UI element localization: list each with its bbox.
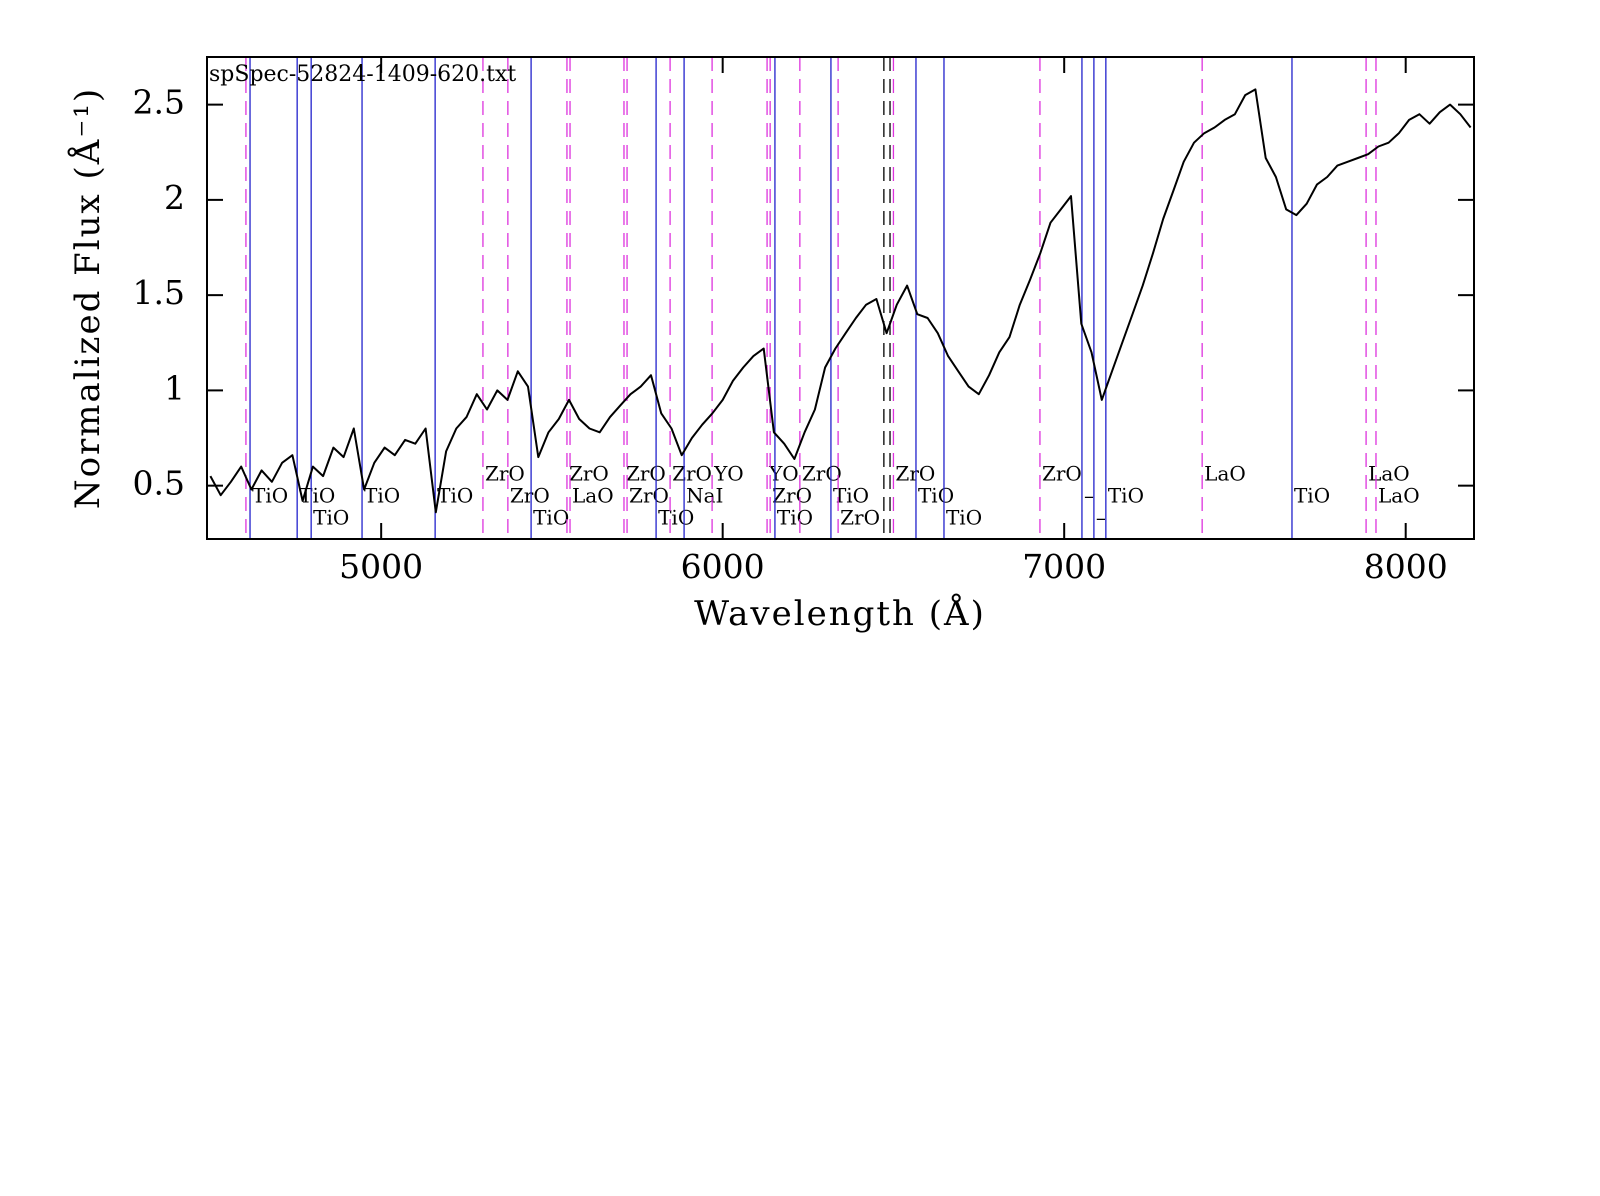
feature-label: ZrO <box>1042 462 1082 486</box>
x-tick-label: 8000 <box>1364 547 1448 586</box>
feature-label: ZrO <box>629 484 669 508</box>
x-tick-label: 6000 <box>681 547 765 586</box>
feature-label: ZrO <box>802 462 842 486</box>
feature-label: – <box>1096 506 1106 530</box>
y-tick-label: 2.5 <box>133 83 185 122</box>
y-tick-label: 0.5 <box>133 464 185 503</box>
x-tick-label: 5000 <box>339 547 423 586</box>
y-tick-label: 1.5 <box>133 273 185 312</box>
feature-label: ZrO <box>485 462 525 486</box>
feature-label: TiO <box>918 484 954 508</box>
feature-label: LaO <box>1378 484 1420 508</box>
feature-label: TiO <box>437 484 473 508</box>
chart-title: spSpec-52824-1409-620.txt <box>209 62 516 87</box>
feature-label: ZrO <box>510 484 550 508</box>
feature-label: TiO <box>777 506 813 530</box>
feature-label: TiO <box>1294 484 1330 508</box>
feature-label: TiO <box>1108 484 1144 508</box>
feature-label: YO <box>768 462 799 486</box>
plot-frame <box>206 56 1475 540</box>
feature-label: ZrO <box>840 506 880 530</box>
feature-label: TiO <box>658 506 694 530</box>
feature-label: TiO <box>533 506 569 530</box>
feature-label: YO <box>713 462 744 486</box>
feature-label: TiO <box>364 484 400 508</box>
feature-label: TiO <box>833 484 869 508</box>
feature-label: TiO <box>946 506 982 530</box>
feature-label: TiO <box>313 506 349 530</box>
feature-label: LaO <box>572 484 614 508</box>
feature-label: – <box>1084 484 1094 508</box>
feature-label: LaO <box>1204 462 1246 486</box>
spectrum-line <box>209 88 1472 514</box>
feature-label: ZrO <box>569 462 609 486</box>
x-tick-label: 7000 <box>1022 547 1106 586</box>
feature-label: ZrO <box>772 484 812 508</box>
feature-label: ZrO <box>672 462 712 486</box>
feature-label: NaI <box>686 484 723 508</box>
x-axis-label: Wavelength (Å) <box>694 593 986 634</box>
y-tick-label: 2 <box>164 178 185 217</box>
y-tick-label: 1 <box>164 368 185 407</box>
y-axis-label: Normalized Flux (Å⁻¹) <box>67 87 108 509</box>
feature-label: TiO <box>252 484 288 508</box>
feature-label: LaO <box>1368 462 1410 486</box>
feature-label: ZrO <box>626 462 666 486</box>
